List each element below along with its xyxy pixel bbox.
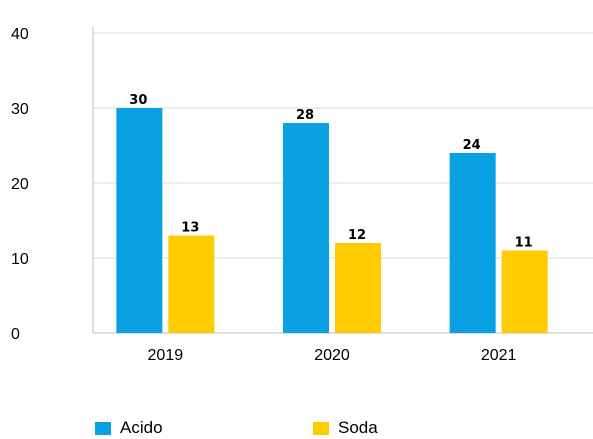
- bar-acido-2020: [283, 123, 329, 333]
- data-label-acido-2021: 24: [463, 138, 481, 153]
- bars: [116, 108, 548, 333]
- y-tick-label: 0: [11, 326, 20, 343]
- data-label-soda-2019: 13: [181, 221, 199, 236]
- legend-item-acido: Acido: [95, 418, 313, 438]
- bar-soda-2020: [335, 243, 381, 333]
- bar-acido-2019: [116, 108, 163, 333]
- legend-item-soda: Soda: [313, 418, 531, 438]
- legend-swatch-soda: [313, 421, 329, 435]
- legend-label-acido: Acido: [120, 418, 163, 437]
- bar-soda-2021: [501, 250, 548, 333]
- y-tick-label: 20: [11, 176, 29, 193]
- data-label-acido-2020: 28: [296, 108, 314, 123]
- y-tick-label: 40: [11, 26, 29, 43]
- x-axis-tick-labels: 2019 2020 2021: [148, 347, 517, 364]
- data-label-soda-2020: 12: [348, 228, 366, 243]
- y-tick-label: 30: [11, 101, 29, 118]
- bar-chart: 0 10 20 30 40 30 13 28 12 24 11 2019 2020 2021: [11, 26, 593, 364]
- data-labels: 30 13 28 12 24 11: [129, 93, 532, 251]
- gridlines: [93, 32, 593, 259]
- legend: Acido Soda: [95, 418, 531, 438]
- data-label-acido-2019: 30: [129, 93, 147, 108]
- x-tick-label: 2019: [148, 347, 184, 364]
- bar-soda-2019: [168, 235, 215, 333]
- x-tick-label: 2020: [314, 347, 350, 364]
- bar-acido-2021: [449, 153, 496, 333]
- legend-swatch-acido: [95, 421, 111, 435]
- x-tick-label: 2021: [481, 347, 517, 364]
- y-tick-label: 10: [11, 251, 29, 268]
- legend-label-soda: Soda: [338, 418, 378, 437]
- y-axis-tick-labels: 0 10 20 30 40: [11, 26, 29, 343]
- data-label-soda-2021: 11: [515, 236, 533, 251]
